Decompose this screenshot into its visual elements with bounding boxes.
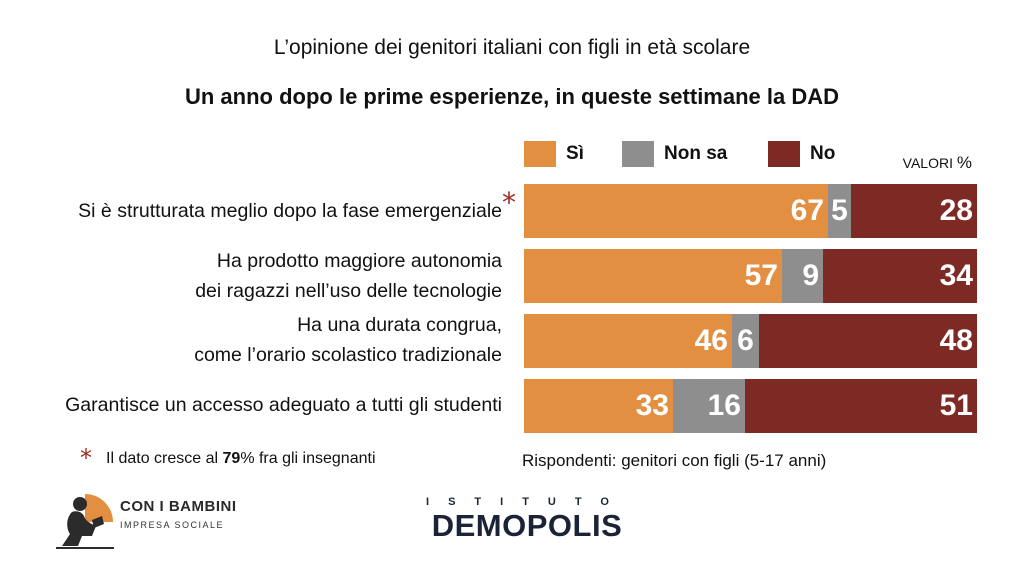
row-label-3-line2: come l’orario scolastico tradizionale (194, 344, 502, 366)
row-label-4-line1: Garantisce un accesso adeguato a tutti g… (65, 394, 502, 416)
bar-value-si-row-2: 57 (744, 259, 778, 292)
bar-value-si-row-1: 67 (790, 194, 824, 227)
legend-label-si: Sì (566, 143, 584, 164)
logo-left-name: CON I BAMBINI (120, 498, 237, 515)
bar-segment-no-row-2 (823, 249, 977, 303)
bar-value-non-sa-row-4: 16 (707, 389, 741, 422)
legend-label-non-sa: Non sa (664, 143, 728, 164)
legend-item-non-sa: Non sa (622, 140, 727, 168)
bar-segment-si-row-4 (524, 379, 673, 433)
row-label-3: Ha una durata congrua, come l’orario sco… (0, 310, 502, 370)
note-prefix: Il dato cresce al (106, 450, 219, 467)
bar-value-si-row-3: 46 (694, 324, 728, 357)
note-value: 79 (222, 450, 241, 467)
bar-value-si-row-4: 33 (635, 389, 669, 422)
logo-right-main: DEMOPOLIS (431, 508, 623, 543)
row-label-4: Garantisce un accesso adeguato a tutti g… (0, 390, 502, 420)
row-label-3-line1: Ha una durata congrua, (297, 314, 502, 336)
units-percent: % (956, 153, 972, 172)
legend-swatch-si (524, 141, 556, 167)
chart-subtitle: L’opinione dei genitori italiani con fig… (273, 36, 751, 59)
legend-swatch-no (768, 141, 800, 167)
child-reading-logo-icon (56, 494, 114, 549)
demopolis-logo: ISTITUTO DEMOPOLIS (396, 496, 658, 546)
note-asterisk-icon: * (80, 444, 92, 472)
bar-value-non-sa-row-1: 5 (831, 194, 848, 227)
bar-segment-si-row-1 (524, 184, 828, 238)
units-label: VALORI % (870, 153, 972, 173)
bar-value-non-sa-row-2: 9 (802, 259, 819, 292)
bar-value-no-row-2: 34 (939, 259, 973, 292)
bar-segment-no-row-4 (745, 379, 977, 433)
logo-right-top: ISTITUTO (426, 496, 628, 508)
row-1-asterisk-icon: * (502, 186, 516, 219)
row-label-1-line1: Si è strutturata meglio dopo la fase eme… (78, 200, 502, 222)
legend-swatch-non-sa (622, 141, 654, 167)
bar-segment-non-sa-row-4 (673, 379, 745, 433)
row-label-2-line1: Ha prodotto maggiore autonomia (216, 250, 502, 272)
chart-title: Un anno dopo le prime esperienze, in que… (184, 84, 840, 109)
stacked-bar-chart: 67 5 28 57 9 34 46 6 48 33 16 51 (524, 0, 977, 576)
bar-segment-si-row-2 (524, 249, 782, 303)
bar-value-non-sa-row-3: 6 (737, 324, 754, 357)
logo-left-subtitle: IMPRESA SOCIALE (120, 520, 225, 530)
row-label-2: Ha prodotto maggiore autonomia dei ragaz… (0, 246, 502, 306)
bar-value-no-row-4: 51 (939, 389, 973, 422)
row-label-1: Si è strutturata meglio dopo la fase eme… (0, 196, 502, 226)
legend-item-no: No (768, 140, 835, 168)
note-suffix: % fra gli insegnanti (240, 450, 376, 467)
bar-segment-no-row-1 (851, 184, 977, 238)
bar-segment-no-row-3 (759, 314, 977, 368)
note-text: Il dato cresce al 79% fra gli insegnanti (106, 450, 376, 468)
units-text: VALORI (902, 155, 953, 171)
row-label-2-line2: dei ragazzi nell’uso delle tecnologie (195, 280, 502, 302)
bar-segment-non-sa-row-2 (782, 249, 823, 303)
bar-segment-non-sa-row-1 (828, 184, 851, 238)
bar-value-no-row-3: 48 (939, 324, 973, 357)
bar-segment-si-row-3 (524, 314, 732, 368)
legend-item-si: Sì (524, 140, 584, 168)
legend-label-no: No (810, 143, 836, 164)
con-i-bambini-logo: CON I BAMBINI IMPRESA SOCIALE (52, 490, 242, 552)
respondents-note: Rispondenti: genitori con figli (5-17 an… (522, 451, 827, 470)
bar-segment-non-sa-row-3 (732, 314, 759, 368)
bar-value-no-row-1: 28 (939, 194, 973, 227)
